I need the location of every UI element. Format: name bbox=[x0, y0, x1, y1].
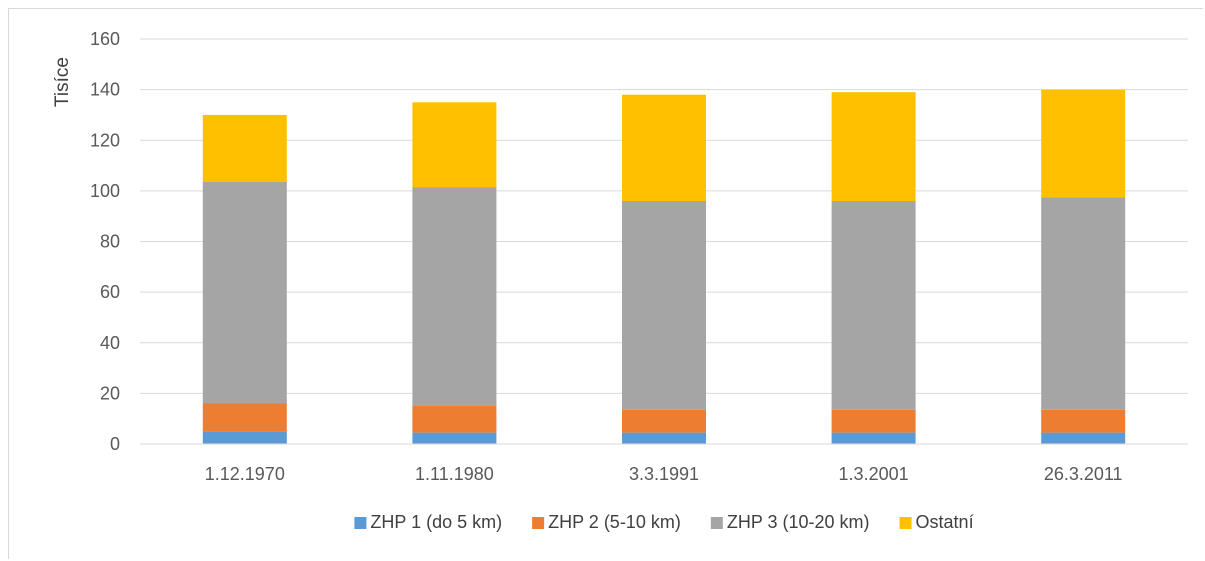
y-tick-label: 80 bbox=[100, 232, 120, 252]
bar-segment bbox=[412, 102, 497, 188]
y-tick-label: 60 bbox=[100, 282, 120, 302]
legend-label: ZHP 3 (10-20 km) bbox=[727, 512, 870, 532]
legend-swatch bbox=[899, 517, 912, 529]
bars bbox=[202, 89, 1126, 444]
legend-label: Ostatní bbox=[916, 512, 974, 532]
y-tick-label: 120 bbox=[90, 130, 120, 150]
bar-segment bbox=[1041, 89, 1126, 198]
bar-segment bbox=[202, 182, 287, 404]
y-tick-label: 100 bbox=[90, 181, 120, 201]
y-tick-label: 40 bbox=[100, 333, 120, 353]
y-tick-label: 20 bbox=[100, 383, 120, 403]
x-tick-label: 3.3.1991 bbox=[629, 464, 699, 484]
bar-segment bbox=[831, 409, 916, 433]
y-tick-label: 140 bbox=[90, 80, 120, 100]
bar-segment bbox=[622, 432, 706, 444]
legend-label: ZHP 2 (5-10 km) bbox=[548, 512, 681, 532]
legend: ZHP 1 (do 5 km) ZHP 2 (5-10 km) ZHP 3 (10-… bbox=[354, 512, 974, 532]
x-tick-label: 1.3.2001 bbox=[839, 464, 909, 484]
bar-segment bbox=[622, 94, 706, 201]
legend-swatch bbox=[710, 517, 723, 529]
bar-segment bbox=[412, 406, 497, 433]
x-tick-label: 1.12.1970 bbox=[205, 464, 285, 484]
legend-swatch bbox=[532, 517, 545, 529]
legend-item: ZHP 3 (10-20 km) bbox=[710, 512, 870, 532]
bar-segment bbox=[202, 403, 287, 432]
bar-segment bbox=[202, 114, 287, 183]
bar-segment bbox=[1041, 197, 1126, 410]
chart-frame bbox=[8, 8, 1203, 559]
bar-segment bbox=[1041, 432, 1126, 444]
bar-segment bbox=[622, 409, 706, 433]
y-axis-label: Tisíce bbox=[52, 57, 73, 107]
legend-label: ZHP 1 (do 5 km) bbox=[370, 512, 502, 532]
bar-segment bbox=[412, 432, 497, 444]
y-axis-ticks: 0 20 40 60 80 100 120 140 160 bbox=[90, 29, 120, 454]
legend-item: ZHP 1 (do 5 km) bbox=[354, 512, 502, 532]
legend-item: ZHP 2 (5-10 km) bbox=[532, 512, 681, 532]
bar-segment bbox=[202, 431, 287, 444]
bar-segment bbox=[831, 432, 916, 444]
x-tick-label: 26.3.2011 bbox=[1044, 464, 1123, 484]
legend-item: Ostatní bbox=[899, 512, 974, 532]
bar-segment bbox=[622, 201, 706, 410]
bar-segment bbox=[1041, 409, 1126, 433]
bar-segment bbox=[831, 92, 916, 201]
y-tick-label: 0 bbox=[110, 434, 120, 454]
bar-segment bbox=[831, 201, 916, 410]
legend-swatch bbox=[354, 517, 367, 529]
y-tick-label: 160 bbox=[90, 29, 120, 49]
x-tick-label: 1.11.1980 bbox=[415, 464, 494, 484]
bar-segment bbox=[412, 187, 497, 407]
x-axis-ticks: 1.12.1970 1.11.1980 3.3.1991 1.3.2001 26.3.2… bbox=[205, 464, 1123, 484]
